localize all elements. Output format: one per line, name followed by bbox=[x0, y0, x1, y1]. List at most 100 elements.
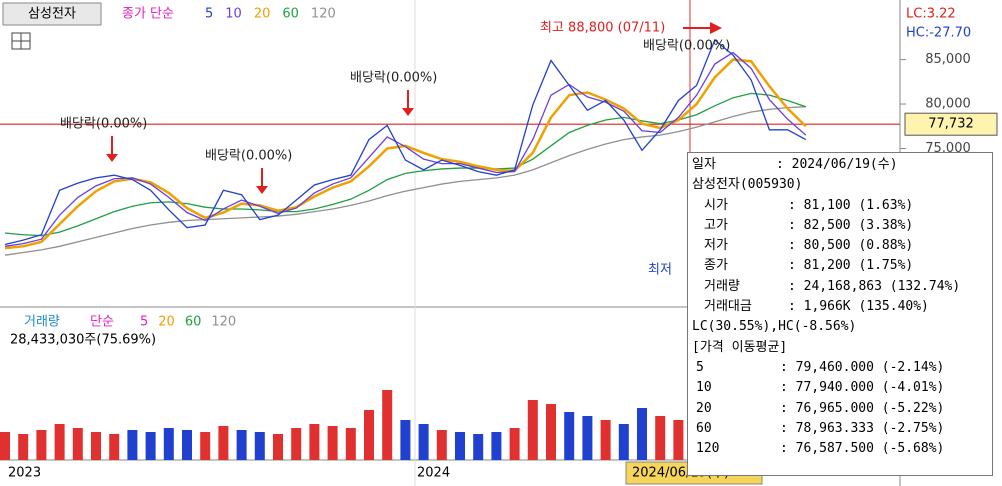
volume-bar bbox=[527, 400, 538, 460]
hc: HC:-27.70 bbox=[906, 26, 971, 41]
symbol-button[interactable] bbox=[2, 2, 102, 26]
volume-bar bbox=[200, 432, 211, 460]
legend-prefix: 종가 단순 bbox=[122, 7, 174, 22]
tooltip-label: [가격 이동평균] bbox=[692, 339, 788, 355]
volume-bar bbox=[345, 428, 356, 460]
volume-bar bbox=[600, 420, 611, 460]
legend-entry: 10 bbox=[225, 7, 242, 22]
volume-bar bbox=[182, 430, 192, 460]
tooltip-value: : 77,940.000 (-4.01%) bbox=[780, 380, 945, 396]
volume-bar bbox=[564, 412, 575, 460]
tooltip-row: 5 : 79,460.000 (-2.14%) bbox=[692, 358, 988, 378]
hline-box bbox=[904, 112, 998, 136]
tooltip: 일자: 2024/06/19(수) 삼성전자(005930) 시가: 81,100 … bbox=[687, 152, 993, 476]
tooltip-row: 거래량 : 24,168,863 (132.74%) bbox=[692, 277, 988, 297]
volume-bar bbox=[327, 426, 338, 460]
tooltip-row: 삼성전자(005930) bbox=[692, 175, 988, 195]
volume-bar bbox=[509, 428, 520, 460]
legend-entry: 60 bbox=[282, 7, 299, 22]
volume-bar bbox=[163, 428, 174, 460]
volume-bar bbox=[54, 424, 65, 460]
tooltip-value: : 24,168,863 (132.74%) bbox=[788, 278, 961, 294]
legend-entry: 60 bbox=[185, 315, 202, 330]
tooltip-value: : 1,966K (135.40%) bbox=[788, 299, 929, 315]
volume-bar bbox=[455, 432, 465, 460]
y-tick-label: 85,000 bbox=[925, 52, 971, 67]
volume-bar bbox=[127, 430, 138, 460]
tooltip-row: 60: 78,963.333 (-2.75%) bbox=[692, 419, 988, 439]
tooltip-value: : 80,500 (0.88%) bbox=[788, 238, 914, 254]
tooltip-label: 10 bbox=[696, 380, 712, 396]
volume-bar bbox=[418, 424, 429, 460]
x-label: 2024 bbox=[417, 466, 450, 481]
tooltip-row: 10 : 77,940.000 (-4.01%) bbox=[692, 378, 988, 398]
tooltip-row: 거래대금 : 1,966K (135.40%) bbox=[692, 297, 988, 317]
volume-legend-prefix: 단순 bbox=[90, 315, 114, 330]
tooltip-value: : 76,587.500 (-5.68%) bbox=[780, 441, 945, 457]
tooltip-row: 고가 : 82,500 (3.38%) bbox=[692, 216, 988, 236]
tooltip-value: : 2024/06/19(수) bbox=[776, 157, 898, 172]
tooltip-row: 종가 : 81,200 (1.75%) bbox=[692, 256, 988, 276]
annotation: 배당락(0.00%) bbox=[643, 39, 730, 54]
volume-bar bbox=[546, 404, 556, 460]
tooltip-label: LC(30.55%),HC(-8.56%) bbox=[692, 319, 857, 335]
x-label: 2023 bbox=[8, 466, 41, 481]
volume-bar bbox=[582, 416, 593, 460]
legend-entry: 20 bbox=[254, 7, 271, 22]
ma-line bbox=[4, 92, 807, 237]
volume-bar bbox=[254, 432, 265, 460]
tooltip-label: 삼성전자(005930) bbox=[692, 177, 803, 193]
annotation: 최고 88,800 (07/11) bbox=[540, 21, 665, 36]
tooltip-value: : 81,200 (1.75%) bbox=[788, 258, 914, 274]
volume-bar bbox=[637, 408, 647, 460]
volume-bar bbox=[655, 416, 666, 460]
symbol: 삼성전자 bbox=[28, 7, 76, 22]
tooltip-label: 저가 bbox=[704, 238, 728, 254]
volume-bar bbox=[0, 432, 10, 460]
volume-bar bbox=[618, 424, 629, 460]
ma-line bbox=[4, 38, 807, 246]
legend-entry: 120 bbox=[211, 315, 236, 330]
volume-bar bbox=[673, 420, 684, 460]
volume-bar bbox=[309, 424, 320, 460]
volume-bar bbox=[273, 434, 283, 460]
volume-bar bbox=[400, 420, 411, 460]
legend-entry: 120 bbox=[311, 7, 336, 22]
ma-line bbox=[4, 106, 806, 256]
tooltip-row: 일자: 2024/06/19(수) bbox=[692, 155, 988, 175]
volume-bar bbox=[36, 430, 47, 460]
volume-bar bbox=[291, 428, 302, 460]
legend-entry: 5 bbox=[205, 7, 213, 22]
tooltip-value: : 76,965.000 (-5.22%) bbox=[780, 400, 945, 416]
tooltip-label: 60 bbox=[696, 420, 712, 436]
volume-bar bbox=[364, 410, 374, 460]
arrow-head bbox=[402, 108, 414, 116]
annotation: 최저 bbox=[648, 263, 672, 278]
y-tick-label: 80,000 bbox=[925, 97, 971, 112]
tooltip-value: : 81,100 (1.63%) bbox=[788, 197, 914, 213]
volume-bar bbox=[382, 390, 393, 460]
tooltip-label: 거래량 bbox=[704, 278, 740, 294]
tooltip-label: 고가 bbox=[704, 217, 728, 233]
volume-title: 거래량 bbox=[24, 315, 60, 330]
tooltip-label: 거래대금 bbox=[704, 299, 752, 315]
volume-bar bbox=[473, 434, 484, 460]
volume-bar bbox=[145, 432, 156, 460]
volume-bar bbox=[18, 434, 29, 460]
volume-bar bbox=[109, 434, 120, 460]
tooltip-value: : 79,460.000 (-2.14%) bbox=[780, 359, 945, 375]
volume-subtitle: 28,433,030주(75.69%) bbox=[10, 333, 156, 348]
tooltip-label: 5 bbox=[696, 359, 704, 375]
tooltip-label: 120 bbox=[696, 441, 720, 457]
tooltip-row: 20: 76,965.000 (-5.22%) bbox=[692, 399, 988, 419]
volume-bar bbox=[436, 430, 447, 460]
tooltip-value: : 82,500 (3.38%) bbox=[788, 217, 914, 233]
ma-line bbox=[4, 51, 807, 247]
tooltip-label: 종가 bbox=[704, 258, 728, 274]
volume-bar bbox=[491, 432, 502, 460]
volume-bar bbox=[218, 426, 229, 460]
tooltip-row: [가격 이동평균] bbox=[692, 338, 988, 358]
tooltip-row: 저가 : 80,500 (0.88%) bbox=[692, 236, 988, 256]
annotation: 배당락(0.00%) bbox=[60, 117, 147, 132]
